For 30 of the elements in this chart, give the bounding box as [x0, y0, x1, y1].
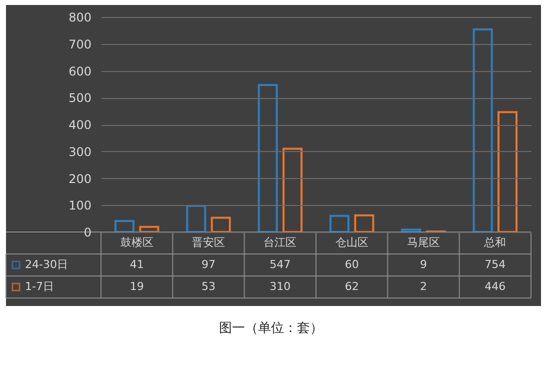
data-label: 754 [484, 258, 506, 271]
data-label: 97 [202, 258, 216, 271]
y-tick-label: 100 [68, 198, 92, 213]
data-label: 19 [130, 280, 144, 293]
data-label: 547 [270, 258, 291, 271]
data-label: 2 [420, 280, 427, 293]
x-tick-label: 台江区 [264, 236, 297, 249]
data-label: 53 [202, 280, 216, 293]
data-label: 62 [344, 280, 359, 293]
y-tick-label: 800 [68, 10, 92, 24]
data-label: 310 [270, 280, 291, 293]
y-tick-label: 700 [68, 37, 92, 52]
y-tick-label: 200 [68, 172, 92, 186]
y-tick-label: 600 [68, 64, 92, 78]
y-tick-label: 0 [84, 226, 92, 240]
x-tick-label: 总和 [483, 236, 506, 249]
y-tick-label: 300 [68, 144, 92, 159]
x-tick-label: 仓山区 [335, 236, 368, 249]
x-tick-label: 晋安区 [192, 236, 225, 249]
data-label: 60 [344, 258, 359, 271]
legend-label: 1-7日 [25, 280, 54, 293]
legend-label: 24-30日 [25, 258, 68, 271]
x-tick-label: 马尾区 [407, 236, 440, 249]
text: 图一（单位：套） [219, 321, 323, 336]
data-label: 41 [130, 258, 144, 271]
y-tick-label: 500 [68, 91, 92, 106]
x-tick-label: 鼓楼区 [120, 236, 154, 249]
data-label: 9 [420, 258, 427, 271]
y-tick-label: 400 [68, 118, 92, 132]
data-label: 446 [484, 280, 506, 293]
